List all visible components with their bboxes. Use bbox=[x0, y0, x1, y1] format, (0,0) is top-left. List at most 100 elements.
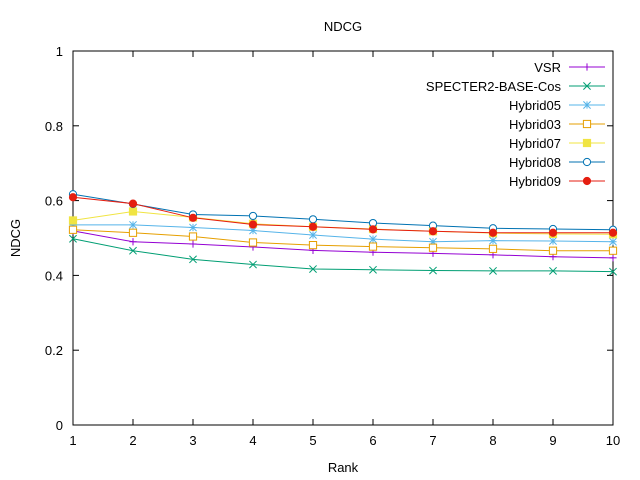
legend-label: Hybrid03 bbox=[509, 117, 561, 132]
series-specter2-base-cos bbox=[69, 234, 617, 276]
series-hybrid09 bbox=[68, 193, 618, 237]
marker-stroke bbox=[189, 223, 197, 232]
marker-stroke bbox=[309, 265, 317, 273]
legend-swatch-marker bbox=[582, 119, 592, 129]
axes: 1 2 3 4 5 6 7 8 9 10 0 0.2 0.4 0.6 0.8 1 bbox=[45, 44, 620, 448]
data-point bbox=[489, 236, 497, 245]
x-tick-label: 2 bbox=[129, 433, 136, 448]
marker-stroke bbox=[189, 255, 197, 264]
legend-item: Hybrid09 bbox=[509, 174, 605, 189]
data-point bbox=[428, 243, 438, 252]
series-line bbox=[72, 238, 614, 273]
data-point bbox=[608, 246, 618, 255]
data-point bbox=[488, 244, 498, 253]
legend-swatch-marker bbox=[583, 82, 591, 90]
data-point bbox=[548, 228, 558, 237]
data-point bbox=[248, 238, 258, 247]
data-point bbox=[128, 199, 138, 208]
marker-stroke bbox=[129, 246, 137, 255]
data-point bbox=[248, 211, 258, 221]
data-point bbox=[68, 216, 78, 225]
data-point bbox=[609, 254, 617, 262]
legend-label: VSR bbox=[534, 60, 561, 75]
data-point bbox=[69, 234, 77, 243]
x-tick-label: 4 bbox=[249, 433, 256, 448]
legend-item: SPECTER2-BASE-Cos bbox=[426, 79, 605, 94]
series-hybrid05 bbox=[69, 220, 617, 246]
chart-title: NDCG bbox=[324, 19, 362, 34]
data-point bbox=[68, 225, 78, 234]
series-hybrid03 bbox=[68, 225, 618, 255]
marker-stroke bbox=[309, 231, 317, 239]
data-point bbox=[609, 237, 617, 246]
y-tick-label: 0.2 bbox=[45, 343, 63, 358]
marker-stroke bbox=[583, 82, 591, 90]
x-tick-label: 6 bbox=[369, 433, 376, 448]
legend-label: Hybrid08 bbox=[509, 155, 561, 170]
y-axis-label: NDCG bbox=[8, 219, 23, 257]
legend-swatch-marker bbox=[582, 176, 592, 186]
marker-stroke bbox=[69, 234, 77, 243]
series-line bbox=[72, 196, 613, 234]
data-point bbox=[428, 227, 438, 236]
legend-label: Hybrid07 bbox=[509, 136, 561, 151]
marker-stroke bbox=[369, 235, 377, 244]
legend-swatch-marker bbox=[582, 138, 592, 148]
plot-series bbox=[68, 190, 618, 276]
data-point bbox=[549, 237, 557, 245]
data-point bbox=[128, 228, 138, 237]
marker-stroke bbox=[369, 265, 377, 274]
series-line bbox=[72, 230, 614, 259]
marker-stroke bbox=[489, 266, 497, 275]
legend-label: Hybrid09 bbox=[509, 174, 561, 189]
legend-item: Hybrid08 bbox=[509, 155, 605, 170]
marker-stroke bbox=[249, 226, 257, 235]
data-point bbox=[549, 266, 557, 275]
x-tick-label: 8 bbox=[489, 433, 496, 448]
data-point bbox=[309, 265, 317, 273]
marker-stroke bbox=[129, 220, 137, 229]
y-tick-label: 0 bbox=[56, 418, 63, 433]
marker-stroke bbox=[489, 236, 497, 245]
legend-item: VSR bbox=[534, 60, 605, 75]
legend-swatch-marker bbox=[582, 157, 592, 167]
data-point bbox=[548, 246, 558, 255]
marker-stroke bbox=[583, 101, 591, 109]
legend-label: Hybrid05 bbox=[509, 98, 561, 113]
data-point bbox=[308, 241, 318, 250]
data-point bbox=[368, 225, 378, 234]
data-point bbox=[369, 265, 377, 274]
data-point bbox=[309, 231, 317, 239]
marker-stroke bbox=[609, 267, 617, 276]
legend-swatch-marker bbox=[583, 63, 591, 71]
series-line bbox=[73, 224, 614, 243]
data-point bbox=[68, 193, 78, 202]
x-tick-label: 5 bbox=[309, 433, 316, 448]
legend-swatch-marker bbox=[583, 101, 591, 109]
series-line bbox=[72, 229, 613, 252]
data-point bbox=[368, 242, 378, 251]
data-point bbox=[129, 246, 137, 255]
data-point bbox=[129, 220, 137, 229]
marker-stroke bbox=[609, 237, 617, 246]
legend: VSR SPECTER2-BASE-Cos Hybrid05 Hybrid03 Hybr… bbox=[426, 60, 605, 189]
data-point bbox=[489, 266, 497, 275]
data-point bbox=[308, 215, 318, 224]
data-point bbox=[248, 220, 258, 229]
x-axis-label: Rank bbox=[328, 460, 359, 475]
y-tick-label: 1 bbox=[56, 44, 63, 59]
data-point bbox=[609, 267, 617, 276]
y-tick-label: 0.8 bbox=[45, 119, 63, 134]
data-point bbox=[129, 238, 137, 246]
legend-item: Hybrid05 bbox=[509, 98, 605, 113]
data-point bbox=[189, 240, 197, 248]
data-point bbox=[369, 235, 377, 244]
data-point bbox=[608, 228, 618, 237]
data-point bbox=[128, 207, 138, 216]
x-tick-label: 1 bbox=[69, 433, 76, 448]
y-tick-label: 0.4 bbox=[45, 268, 63, 283]
legend-label: SPECTER2-BASE-Cos bbox=[426, 79, 562, 94]
data-point bbox=[249, 260, 257, 269]
data-point bbox=[429, 266, 437, 275]
